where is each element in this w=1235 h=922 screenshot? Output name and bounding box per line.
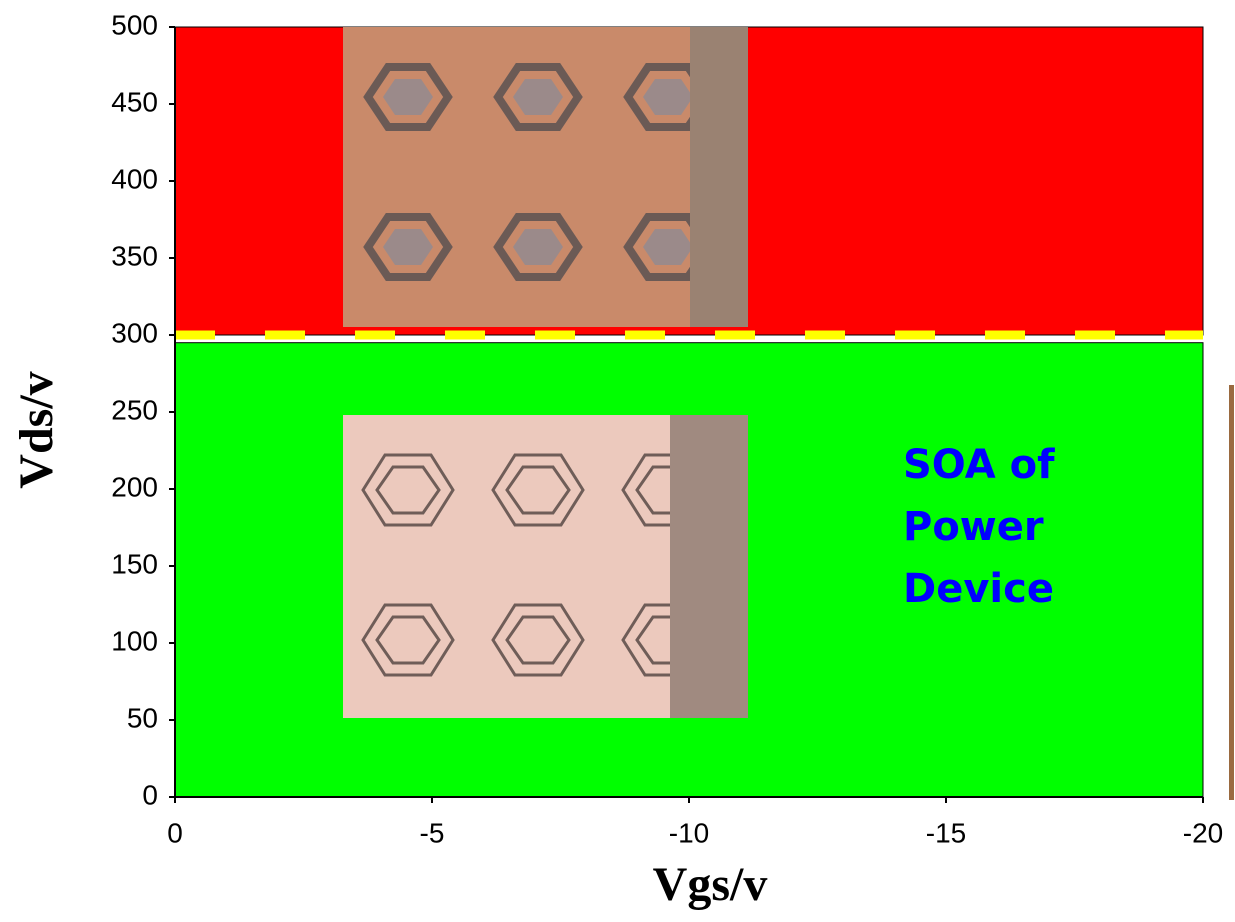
y-tick-label: 100 (111, 625, 158, 656)
x-tick-label: -5 (420, 817, 445, 848)
y-tick-label: 500 (111, 9, 158, 40)
y-tick-label: 250 (111, 394, 158, 425)
x-tick-label: -10 (669, 817, 709, 848)
y-tick-label: 200 (111, 471, 158, 502)
photo-edge (690, 27, 748, 327)
y-tick-label: 450 (111, 86, 158, 117)
annotation: Device (903, 566, 1054, 612)
y-tick-label: 400 (111, 163, 158, 194)
x-tick-label: -15 (926, 817, 966, 848)
y-axis-label: Vds/v (10, 371, 63, 488)
y-tick-label: 0 (142, 779, 158, 810)
x-tick-label: 0 (167, 817, 183, 848)
chart: 0 -5 -10 -15 -20 0 50 100 150 200 250 300 350 400 450 5… (0, 0, 1235, 922)
y-tick-label: 50 (127, 702, 158, 733)
y-tick-label: 150 (111, 548, 158, 579)
photo-failed (343, 27, 748, 327)
x-axis-label: Vgs/v (653, 858, 768, 911)
annotation: Power (903, 504, 1044, 550)
annotation: SOA of (903, 442, 1055, 488)
photo-edge (670, 415, 748, 718)
y-tick-label: 350 (111, 240, 158, 271)
x-tick-label: -20 (1183, 817, 1223, 848)
edge-strip (1229, 385, 1234, 800)
y-tick-label: 300 (111, 317, 158, 348)
